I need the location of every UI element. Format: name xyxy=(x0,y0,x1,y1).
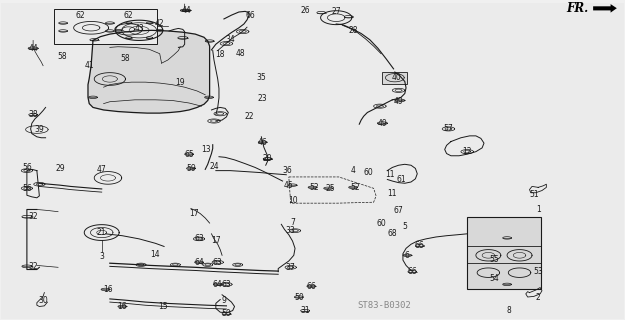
Text: 46: 46 xyxy=(258,138,268,147)
Text: 29: 29 xyxy=(55,164,65,173)
Text: 68: 68 xyxy=(388,229,397,238)
Text: 60: 60 xyxy=(376,219,386,228)
Text: 7: 7 xyxy=(290,218,295,227)
Text: 66: 66 xyxy=(245,11,255,20)
Text: 42: 42 xyxy=(155,19,164,28)
Text: 26: 26 xyxy=(300,6,310,15)
Text: 44: 44 xyxy=(28,44,38,53)
Text: 43: 43 xyxy=(134,24,144,33)
Polygon shape xyxy=(88,30,209,113)
Text: 66: 66 xyxy=(408,267,417,276)
Text: 51: 51 xyxy=(529,190,539,199)
Text: 9: 9 xyxy=(221,296,226,305)
Text: 58: 58 xyxy=(121,54,130,63)
Bar xyxy=(467,217,541,289)
Text: 48: 48 xyxy=(236,49,246,58)
Bar xyxy=(54,10,157,44)
Text: 49: 49 xyxy=(378,119,388,128)
Text: 60: 60 xyxy=(364,168,374,177)
Text: 1: 1 xyxy=(536,205,541,214)
Text: 59: 59 xyxy=(186,164,196,173)
Text: 15: 15 xyxy=(158,302,168,311)
Text: 56: 56 xyxy=(22,184,32,193)
Text: 53: 53 xyxy=(533,267,543,276)
Text: 66: 66 xyxy=(415,241,424,250)
Text: 63: 63 xyxy=(213,258,222,267)
Text: ST83-B0302: ST83-B0302 xyxy=(357,301,411,310)
Text: 39: 39 xyxy=(34,125,44,134)
Polygon shape xyxy=(593,4,617,12)
Text: 52: 52 xyxy=(309,183,319,192)
Text: 22: 22 xyxy=(244,112,254,121)
Text: 47: 47 xyxy=(97,165,107,174)
Text: 54: 54 xyxy=(490,274,499,283)
Text: 40: 40 xyxy=(392,73,402,82)
Text: 17: 17 xyxy=(189,209,199,218)
Text: 31: 31 xyxy=(300,306,310,315)
Text: 18: 18 xyxy=(216,50,225,59)
Text: 45: 45 xyxy=(284,181,294,190)
Text: 65: 65 xyxy=(184,150,194,159)
Text: 24: 24 xyxy=(209,162,219,171)
Text: 6: 6 xyxy=(405,251,410,260)
Text: 28: 28 xyxy=(348,26,358,35)
Text: 50: 50 xyxy=(294,292,304,301)
Text: 38: 38 xyxy=(28,110,38,119)
Text: 67: 67 xyxy=(394,206,403,215)
Text: 35: 35 xyxy=(256,73,266,82)
Text: 11: 11 xyxy=(388,189,397,198)
Text: 17: 17 xyxy=(211,236,221,244)
Text: 57: 57 xyxy=(444,124,453,133)
Text: 32: 32 xyxy=(28,212,38,221)
Text: 32: 32 xyxy=(28,262,38,271)
Text: 62: 62 xyxy=(76,11,86,20)
Text: 3: 3 xyxy=(99,252,104,261)
Text: 63: 63 xyxy=(222,280,231,289)
Text: 8: 8 xyxy=(506,306,511,315)
Text: 61: 61 xyxy=(396,175,406,184)
Text: 64: 64 xyxy=(194,258,204,267)
Text: 16: 16 xyxy=(118,302,127,311)
Text: 34: 34 xyxy=(225,35,235,44)
Text: 37: 37 xyxy=(286,263,296,272)
Text: 33: 33 xyxy=(286,226,296,235)
Text: 5: 5 xyxy=(402,222,408,231)
Text: 14: 14 xyxy=(151,250,160,259)
Text: 13: 13 xyxy=(202,145,211,154)
Text: 50: 50 xyxy=(222,309,231,318)
Text: 49: 49 xyxy=(394,97,403,106)
Text: 55: 55 xyxy=(490,255,499,264)
Text: 11: 11 xyxy=(386,170,395,179)
Text: 63: 63 xyxy=(194,234,204,244)
Text: 19: 19 xyxy=(176,78,185,87)
Text: 58: 58 xyxy=(57,52,67,61)
Text: 44: 44 xyxy=(182,6,191,15)
Text: 16: 16 xyxy=(103,285,112,294)
Text: 30: 30 xyxy=(38,296,48,305)
Text: 66: 66 xyxy=(306,282,316,291)
Text: 36: 36 xyxy=(282,166,292,175)
Text: 56: 56 xyxy=(22,163,32,172)
Text: 10: 10 xyxy=(288,196,298,205)
Text: 27: 27 xyxy=(331,7,341,17)
Text: 62: 62 xyxy=(124,11,133,20)
Text: 52: 52 xyxy=(350,183,360,192)
Text: 12: 12 xyxy=(462,147,472,156)
Text: 2: 2 xyxy=(536,292,541,301)
Text: 4: 4 xyxy=(351,166,356,175)
Text: 64: 64 xyxy=(213,280,222,289)
Bar xyxy=(382,72,408,84)
Text: 21: 21 xyxy=(97,228,106,237)
Text: FR.: FR. xyxy=(566,2,588,15)
Text: 41: 41 xyxy=(84,61,94,70)
Text: 23: 23 xyxy=(258,94,268,103)
Text: 20: 20 xyxy=(262,155,272,164)
Text: 25: 25 xyxy=(325,184,335,193)
